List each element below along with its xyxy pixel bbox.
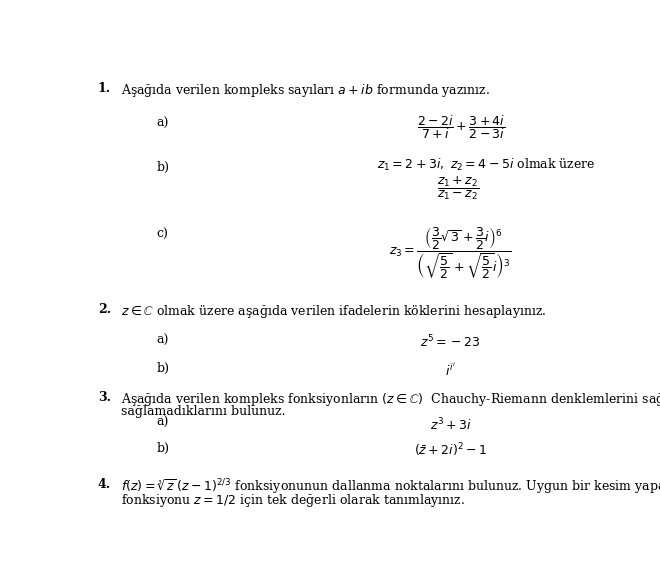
- Text: $i^{i^i}$: $i^{i^i}$: [445, 362, 457, 379]
- Text: sağlamadıklarını bulunuz.: sağlamadıklarını bulunuz.: [121, 406, 285, 418]
- Text: $z_1 = 2+3i,\ z_2 = 4-5i$ olmak üzere: $z_1 = 2+3i,\ z_2 = 4-5i$ olmak üzere: [377, 157, 595, 173]
- Text: 3.: 3.: [98, 391, 111, 404]
- Text: $z^3+3i$: $z^3+3i$: [430, 417, 472, 433]
- Text: a): a): [156, 417, 169, 429]
- Text: $\dfrac{z_1+z_2}{z_1-z_2}$: $\dfrac{z_1+z_2}{z_1-z_2}$: [438, 175, 480, 202]
- Text: 1.: 1.: [98, 82, 111, 95]
- Text: Aşağıda verilen kompleks sayıları $a + ib$ formunda yazınız.: Aşağıda verilen kompleks sayıları $a + i…: [121, 82, 490, 99]
- Text: 4.: 4.: [98, 478, 111, 490]
- Text: a): a): [156, 117, 169, 130]
- Text: $(\bar{z}+2i)^2-1$: $(\bar{z}+2i)^2-1$: [414, 442, 487, 459]
- Text: $f(z) = \sqrt[3]{z}\,(z-1)^{2/3}$ fonksiyonunun dallanma noktalarını bulunuz. Uy: $f(z) = \sqrt[3]{z}\,(z-1)^{2/3}$ fonksi…: [121, 478, 660, 497]
- Text: $z_3 = \dfrac{\left(\dfrac{3}{2}\sqrt{3}+\dfrac{3}{2}i\right)^6}{\left(\sqrt{\df: $z_3 = \dfrac{\left(\dfrac{3}{2}\sqrt{3}…: [389, 225, 512, 281]
- Text: Aşağıda verilen kompleks fonksiyonların $(z \in \mathbb{C})$  Chauchy-Riemann de: Aşağıda verilen kompleks fonksiyonların …: [121, 391, 660, 408]
- Text: $z \in \mathbb{C}$ olmak üzere aşağıda verilen ifadelerin köklerini hesaplayınız: $z \in \mathbb{C}$ olmak üzere aşağıda v…: [121, 304, 546, 320]
- Text: c): c): [156, 227, 168, 241]
- Text: $\dfrac{2-2i}{7+i}+\dfrac{3+4i}{2-3i}$: $\dfrac{2-2i}{7+i}+\dfrac{3+4i}{2-3i}$: [417, 113, 505, 141]
- Text: $z^5 = -23$: $z^5 = -23$: [420, 333, 481, 350]
- Text: b): b): [156, 362, 170, 375]
- Text: b): b): [156, 442, 170, 454]
- Text: b): b): [156, 162, 170, 174]
- Text: 2.: 2.: [98, 304, 111, 316]
- Text: fonksiyonu $z{=}1/2$ için tek değerli olarak tanımlayınız.: fonksiyonu $z{=}1/2$ için tek değerli ol…: [121, 492, 465, 509]
- Text: a): a): [156, 333, 169, 347]
